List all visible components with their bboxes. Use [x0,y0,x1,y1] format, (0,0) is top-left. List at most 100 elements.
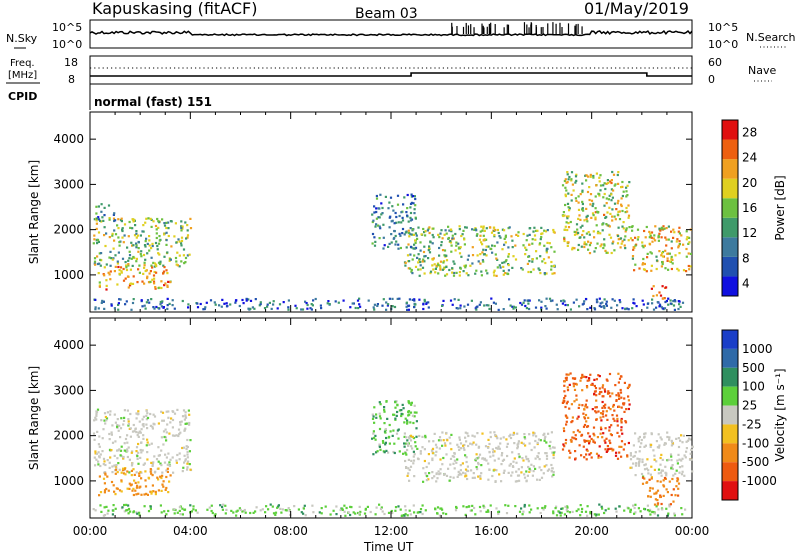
power-echo-cell [620,197,623,200]
velocity-echo-cell [184,422,187,425]
velocity-echo-cell [443,442,447,445]
power-echo-cell [156,244,159,248]
power-colorbar-segment [722,139,738,160]
velocity-echo-cell [465,460,468,464]
velocity-echo-cell [464,454,467,457]
velocity-echo-cell [668,503,671,506]
velocity-echo-cell [552,451,555,454]
power-echo-cell [664,249,667,252]
velocity-echo-cell [469,442,472,445]
velocity-echo-cell [320,512,323,515]
power-echo-cell [661,255,665,258]
velocity-echo-cell [385,400,388,403]
velocity-echo-cell [403,435,406,438]
velocity-echo-cell [452,476,455,479]
power-echo-cell [661,262,664,266]
power-echo-cell [294,304,297,307]
velocity-echo-cell [407,400,410,403]
time-axis-tick-label: 00:00 [675,524,710,538]
velocity-echo-cell [182,466,185,469]
velocity-echo-cell [601,436,604,439]
power-echo-cell [387,245,390,248]
velocity-echo-cell [184,416,188,419]
velocity-echo-cell [646,509,650,512]
power-echo-cell [99,219,102,222]
power-echo-cell [496,241,499,244]
velocity-colorbar-segment [722,348,738,368]
power-echo-cell [247,307,250,310]
power-echo-cell [626,184,629,187]
velocity-echo-cell [379,417,382,420]
power-echo-cell [479,253,482,256]
power-echo-cell [388,226,391,229]
velocity-echo-cell [667,458,670,461]
velocity-echo-cell [493,459,496,462]
power-echo-cell [464,264,467,267]
power-echo-cell [627,216,630,219]
velocity-echo-cell [505,512,509,515]
power-echo-cell [469,264,472,267]
velocity-echo-cell [135,417,138,420]
velocity-echo-cell [660,502,663,506]
velocity-echo-cell [185,447,188,451]
power-echo-cell [642,262,645,265]
power-echo-cell [209,299,213,302]
power-echo-cell [613,202,617,205]
power-echo-cell [173,307,176,310]
power-echo-cell [687,242,690,245]
velocity-echo-cell [499,442,502,445]
power-echo-cell [447,225,450,228]
velocity-echo-cell [153,415,157,418]
velocity-echo-cell [653,492,656,495]
power-echo-cell [573,233,577,236]
power-echo-cell [482,234,485,237]
velocity-echo-cell [516,480,519,483]
velocity-echo-cell [462,444,465,447]
power-echo-cell [504,241,507,244]
velocity-echo-cell [470,469,473,472]
velocity-echo-cell [445,453,448,456]
power-echo-cell [136,281,139,284]
velocity-colorbar-tick: 1000 [742,342,773,356]
power-echo-cell [521,268,524,271]
velocity-echo-cell [471,476,474,479]
power-echo-cell [95,227,98,230]
power-echo-cell [471,262,474,265]
power-echo-cell [186,224,189,227]
power-echo-cell [660,228,663,231]
velocity-echo-cell [620,419,623,422]
velocity-echo-cell [126,441,129,444]
velocity-echo-cell [543,439,546,442]
power-echo-cell [635,305,638,308]
velocity-echo-cell [453,455,456,458]
velocity-echo-cell [235,510,238,513]
power-echo-cell [514,244,517,247]
velocity-echo-cell [375,416,378,419]
velocity-echo-cell [458,472,462,475]
power-echo-cell [664,300,667,304]
velocity-echo-cell [164,428,167,431]
velocity-echo-cell [394,418,397,421]
velocity-echo-cell [110,449,113,452]
power-echo-cell [150,298,153,301]
power-echo-cell [595,184,598,187]
power-echo-cell [381,304,384,307]
power-echo-cell [588,252,592,255]
velocity-echo-cell [595,513,598,516]
velocity-echo-cell [324,505,327,508]
power-echo-cell [658,232,661,235]
power-echo-cell [409,245,413,248]
power-echo-cell [567,192,570,195]
velocity-echo-cell [120,479,123,482]
velocity-echo-cell [252,511,255,514]
velocity-echo-cell [563,513,566,516]
velocity-echo-cell [394,401,397,404]
power-echo-cell [528,243,531,246]
velocity-echo-cell [552,512,555,515]
velocity-echo-cell [188,423,191,426]
velocity-echo-cell [127,420,130,423]
velocity-echo-cell [114,440,117,443]
power-echo-cell [624,211,627,214]
velocity-echo-cell [464,468,468,471]
power-echo-cell [577,243,580,247]
